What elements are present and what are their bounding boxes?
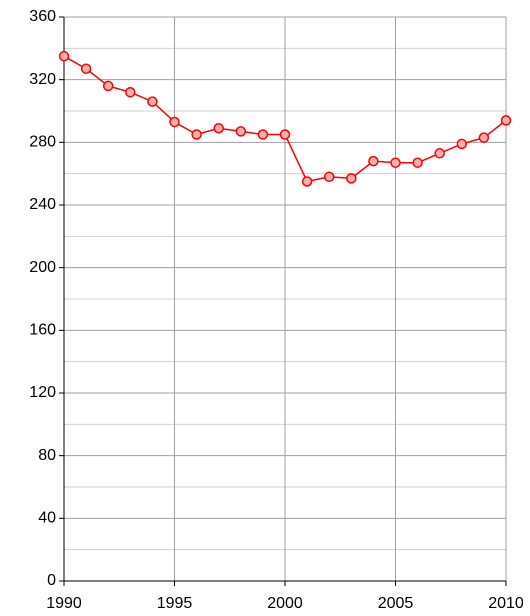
point-marker bbox=[58, 50, 70, 62]
point-marker bbox=[500, 115, 512, 126]
y-tick-label: 0 bbox=[47, 572, 56, 589]
point-marker bbox=[368, 155, 379, 167]
point-marker bbox=[412, 157, 423, 168]
x-tick-label: 1995 bbox=[157, 595, 193, 612]
y-tick-label: 360 bbox=[29, 8, 56, 25]
point-marker bbox=[346, 173, 357, 184]
point-marker bbox=[478, 132, 490, 143]
y-tick-label: 200 bbox=[29, 259, 56, 276]
x-tick-label: 2005 bbox=[378, 595, 414, 612]
y-tick-label: 160 bbox=[29, 322, 56, 339]
point-marker bbox=[102, 80, 114, 92]
point-marker bbox=[390, 157, 401, 168]
point-marker bbox=[301, 176, 313, 187]
point-marker bbox=[456, 138, 468, 150]
x-tick-label: 1990 bbox=[46, 595, 82, 612]
point-marker bbox=[257, 129, 269, 140]
point-marker bbox=[191, 129, 202, 140]
y-tick-label: 280 bbox=[29, 134, 56, 151]
y-tick-label: 320 bbox=[29, 71, 56, 88]
point-marker bbox=[434, 148, 445, 159]
y-tick-label: 40 bbox=[38, 510, 56, 527]
x-tick-label: 2010 bbox=[488, 595, 524, 612]
point-marker bbox=[125, 86, 136, 98]
point-marker bbox=[213, 122, 224, 134]
point-marker bbox=[147, 96, 158, 107]
point-marker bbox=[169, 116, 180, 128]
y-tick-label: 80 bbox=[38, 447, 56, 464]
point-marker bbox=[279, 129, 291, 140]
x-tick-label: 2000 bbox=[267, 595, 303, 612]
y-tick-label: 120 bbox=[29, 384, 56, 401]
y-tick-label: 240 bbox=[29, 196, 56, 213]
point-marker bbox=[80, 63, 92, 74]
point-marker bbox=[235, 126, 247, 137]
point-marker bbox=[323, 171, 335, 183]
